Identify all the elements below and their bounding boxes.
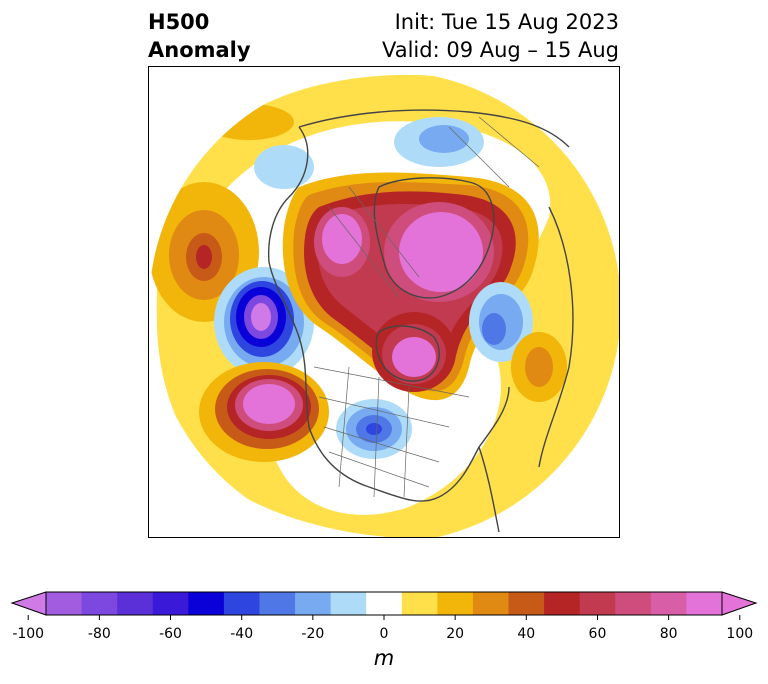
title-type: Anomaly	[148, 38, 251, 62]
map-dates: Init: Tue 15 Aug 2023 Valid: 09 Aug – 15…	[382, 8, 619, 64]
colorbar-bin	[508, 592, 545, 615]
pacific-positive-core	[196, 245, 212, 269]
colorbar-bin	[437, 592, 474, 615]
colorbar-bin	[401, 592, 438, 615]
colorbar-extend-high	[721, 591, 758, 616]
title-variable: H500	[148, 10, 210, 34]
colorbar-tick-label: -40	[230, 626, 254, 642]
colorbar-bin	[259, 592, 296, 615]
colorbar-tick-label: 80	[659, 626, 678, 642]
colorbar-bin	[686, 592, 723, 615]
map-svg	[149, 74, 619, 537]
colorbar-bin	[188, 592, 225, 615]
colorbar-tick-marks	[27, 615, 741, 620]
colorbar-tick-label: 40	[517, 626, 536, 642]
colorbar-tick-label: -20	[301, 626, 325, 642]
colorbar-units: m	[373, 646, 395, 670]
atlantic-negative-core	[482, 313, 506, 345]
canada-positive-core	[322, 214, 362, 264]
valid-range: Valid: 09 Aug – 15 Aug	[381, 38, 619, 62]
colorbar-extend-low	[10, 591, 47, 616]
colorbar-bin	[117, 592, 154, 615]
epac-positive-core	[243, 384, 295, 424]
colorbar-bin	[152, 592, 189, 615]
colorbar-tick-label: 20	[446, 626, 465, 642]
coastlines	[267, 109, 574, 533]
colorbar-tick-label: 0	[379, 626, 389, 642]
bering-positive	[204, 104, 294, 140]
colorbar-bin	[579, 592, 616, 615]
west-pacific-negative	[254, 145, 314, 189]
colorbar-tick-label: -100	[12, 626, 45, 642]
greenland-positive-core	[399, 212, 483, 292]
colorbar-bin	[223, 592, 260, 615]
map-title: H500 Anomaly	[148, 8, 251, 64]
siberia-negative-2	[419, 125, 469, 153]
alaska-negative-core	[251, 303, 271, 331]
init-date: Init: Tue 15 Aug 2023	[394, 10, 619, 34]
colorbar-tick-label: -60	[159, 626, 182, 642]
colorbar-tick-label: 60	[588, 626, 607, 642]
colorbar-bin	[81, 592, 118, 615]
colorbar-tick-label: -80	[87, 626, 111, 642]
hudson-positive-core	[392, 337, 436, 377]
colorbar-bin	[650, 592, 687, 615]
east-atlantic-positive-2	[525, 347, 553, 387]
colorbar	[10, 591, 758, 620]
colorbar-tick-label: 100	[726, 626, 754, 642]
anomaly-field	[149, 74, 619, 537]
colorbar-bin	[615, 592, 652, 615]
colorbar-bin	[366, 592, 403, 615]
colorbar-bin	[472, 592, 510, 615]
colorbar-bins	[46, 592, 723, 615]
colorbar-bin	[46, 592, 83, 615]
colorbar-bin	[295, 592, 332, 615]
anomaly-map	[148, 66, 620, 538]
borders	[313, 116, 540, 498]
colorbar-bin	[544, 592, 581, 615]
us-negative-core	[366, 423, 382, 435]
colorbar-bin	[330, 592, 367, 615]
